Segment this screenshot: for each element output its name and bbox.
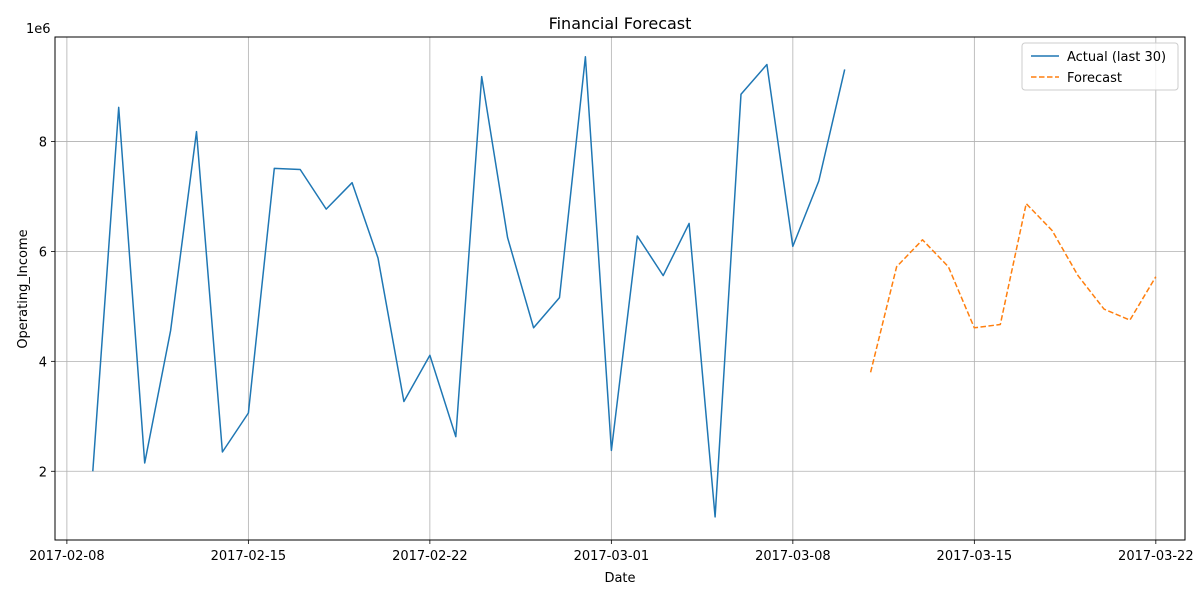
x-tick-label: 2017-02-15 [211,549,287,564]
chart-title: Financial Forecast [549,14,692,33]
legend-label-actual: Actual (last 30) [1067,50,1166,65]
series-line-forecast [869,202,1157,373]
y-axis-label: Operating_Income [16,229,31,348]
x-tick-label: 2017-02-08 [29,549,105,564]
y-tick-label: 8 [39,135,47,150]
legend: Actual (last 30) Forecast [1021,42,1179,91]
series-lines [92,56,1157,518]
y-axis-ticks: 2 4 6 8 [39,135,55,480]
x-tick-label: 2017-02-22 [392,549,468,564]
x-tick-label: 2017-03-08 [755,549,831,564]
grid-lines [55,37,1185,540]
legend-label-forecast: Forecast [1067,71,1122,86]
x-tick-label: 2017-03-15 [937,549,1013,564]
y-tick-label: 6 [39,245,47,260]
x-axis-ticks: 2017-02-08 2017-02-15 2017-02-22 2017-03-01… [29,540,1194,564]
legend-box [1021,42,1179,91]
x-axis-label: Date [604,571,635,586]
x-tick-label: 2017-03-22 [1118,549,1194,564]
plot-area-frame [54,36,1186,541]
y-tick-label: 2 [39,465,47,480]
y-axis-offset-label: 1e6 [26,22,51,37]
series-line-actual [92,56,846,518]
y-tick-label: 4 [39,355,47,370]
x-tick-label: 2017-03-01 [574,549,650,564]
